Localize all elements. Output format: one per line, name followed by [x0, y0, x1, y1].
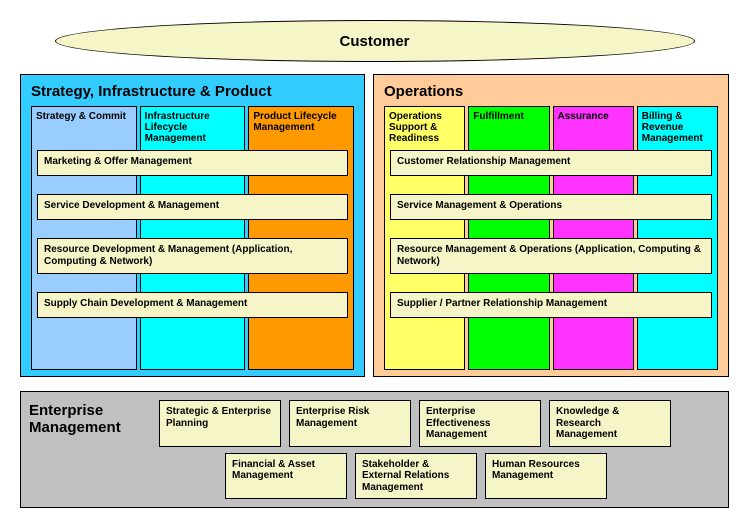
ops-col-0-header: Operations Support & Readiness: [385, 107, 464, 147]
sip-title: Strategy, Infrastructure & Product: [27, 81, 358, 106]
ops-panel: Operations Operations Support & Readines…: [373, 74, 729, 377]
ent-box-r1-3: Knowledge & Research Management: [549, 400, 671, 447]
ops-row-3: Supplier / Partner Relationship Manageme…: [390, 292, 712, 318]
enterprise-grid: Strategic & Enterprise Planning Enterpri…: [159, 400, 720, 499]
ent-box-r2-1: Stakeholder & External Relations Managem…: [355, 453, 477, 500]
sip-row-2: Resource Development & Management (Appli…: [37, 238, 348, 274]
ops-row-2: Resource Management & Operations (Applic…: [390, 238, 712, 274]
ops-col-3-header: Billing & Revenue Management: [638, 107, 717, 147]
enterprise-row-1: Strategic & Enterprise Planning Enterpri…: [159, 400, 720, 447]
ops-columns: Operations Support & Readiness Fulfillme…: [380, 106, 722, 370]
sip-columns: Strategy & Commit Infrastructure Lifecyc…: [27, 106, 358, 370]
sip-rows: Marketing & Offer Management Service Dev…: [37, 150, 348, 318]
sip-col-2-header: Product Lifecycle Management: [249, 107, 353, 147]
sip-row-3: Supply Chain Development & Management: [37, 292, 348, 318]
enterprise-title: Enterprise Management: [29, 400, 149, 499]
ops-row-0: Customer Relationship Management: [390, 150, 712, 176]
ent-box-r2-0: Financial & Asset Management: [225, 453, 347, 500]
enterprise-row-2: Financial & Asset Management Stakeholder…: [159, 453, 720, 500]
sip-col-1-header: Infrastructure Lifecycle Management: [141, 107, 245, 147]
ops-col-1-header: Fulfillment: [469, 107, 548, 147]
ops-title: Operations: [380, 81, 722, 106]
sip-row-1: Service Development & Management: [37, 194, 348, 220]
ent-box-r1-0: Strategic & Enterprise Planning: [159, 400, 281, 447]
ops-rows: Customer Relationship Management Service…: [390, 150, 712, 318]
ent-box-r2-2: Human Resources Management: [485, 453, 607, 500]
sip-row-0: Marketing & Offer Management: [37, 150, 348, 176]
ops-row-1: Service Management & Operations: [390, 194, 712, 220]
enterprise-panel: Enterprise Management Strategic & Enterp…: [20, 391, 729, 508]
ent-box-r1-1: Enterprise Risk Management: [289, 400, 411, 447]
main-row: Strategy, Infrastructure & Product Strat…: [20, 74, 729, 377]
ent-box-r1-2: Enterprise Effectiveness Management: [419, 400, 541, 447]
sip-panel: Strategy, Infrastructure & Product Strat…: [20, 74, 365, 377]
sip-col-0-header: Strategy & Commit: [32, 107, 136, 147]
ops-col-2-header: Assurance: [554, 107, 633, 147]
customer-ellipse: Customer: [55, 20, 695, 62]
